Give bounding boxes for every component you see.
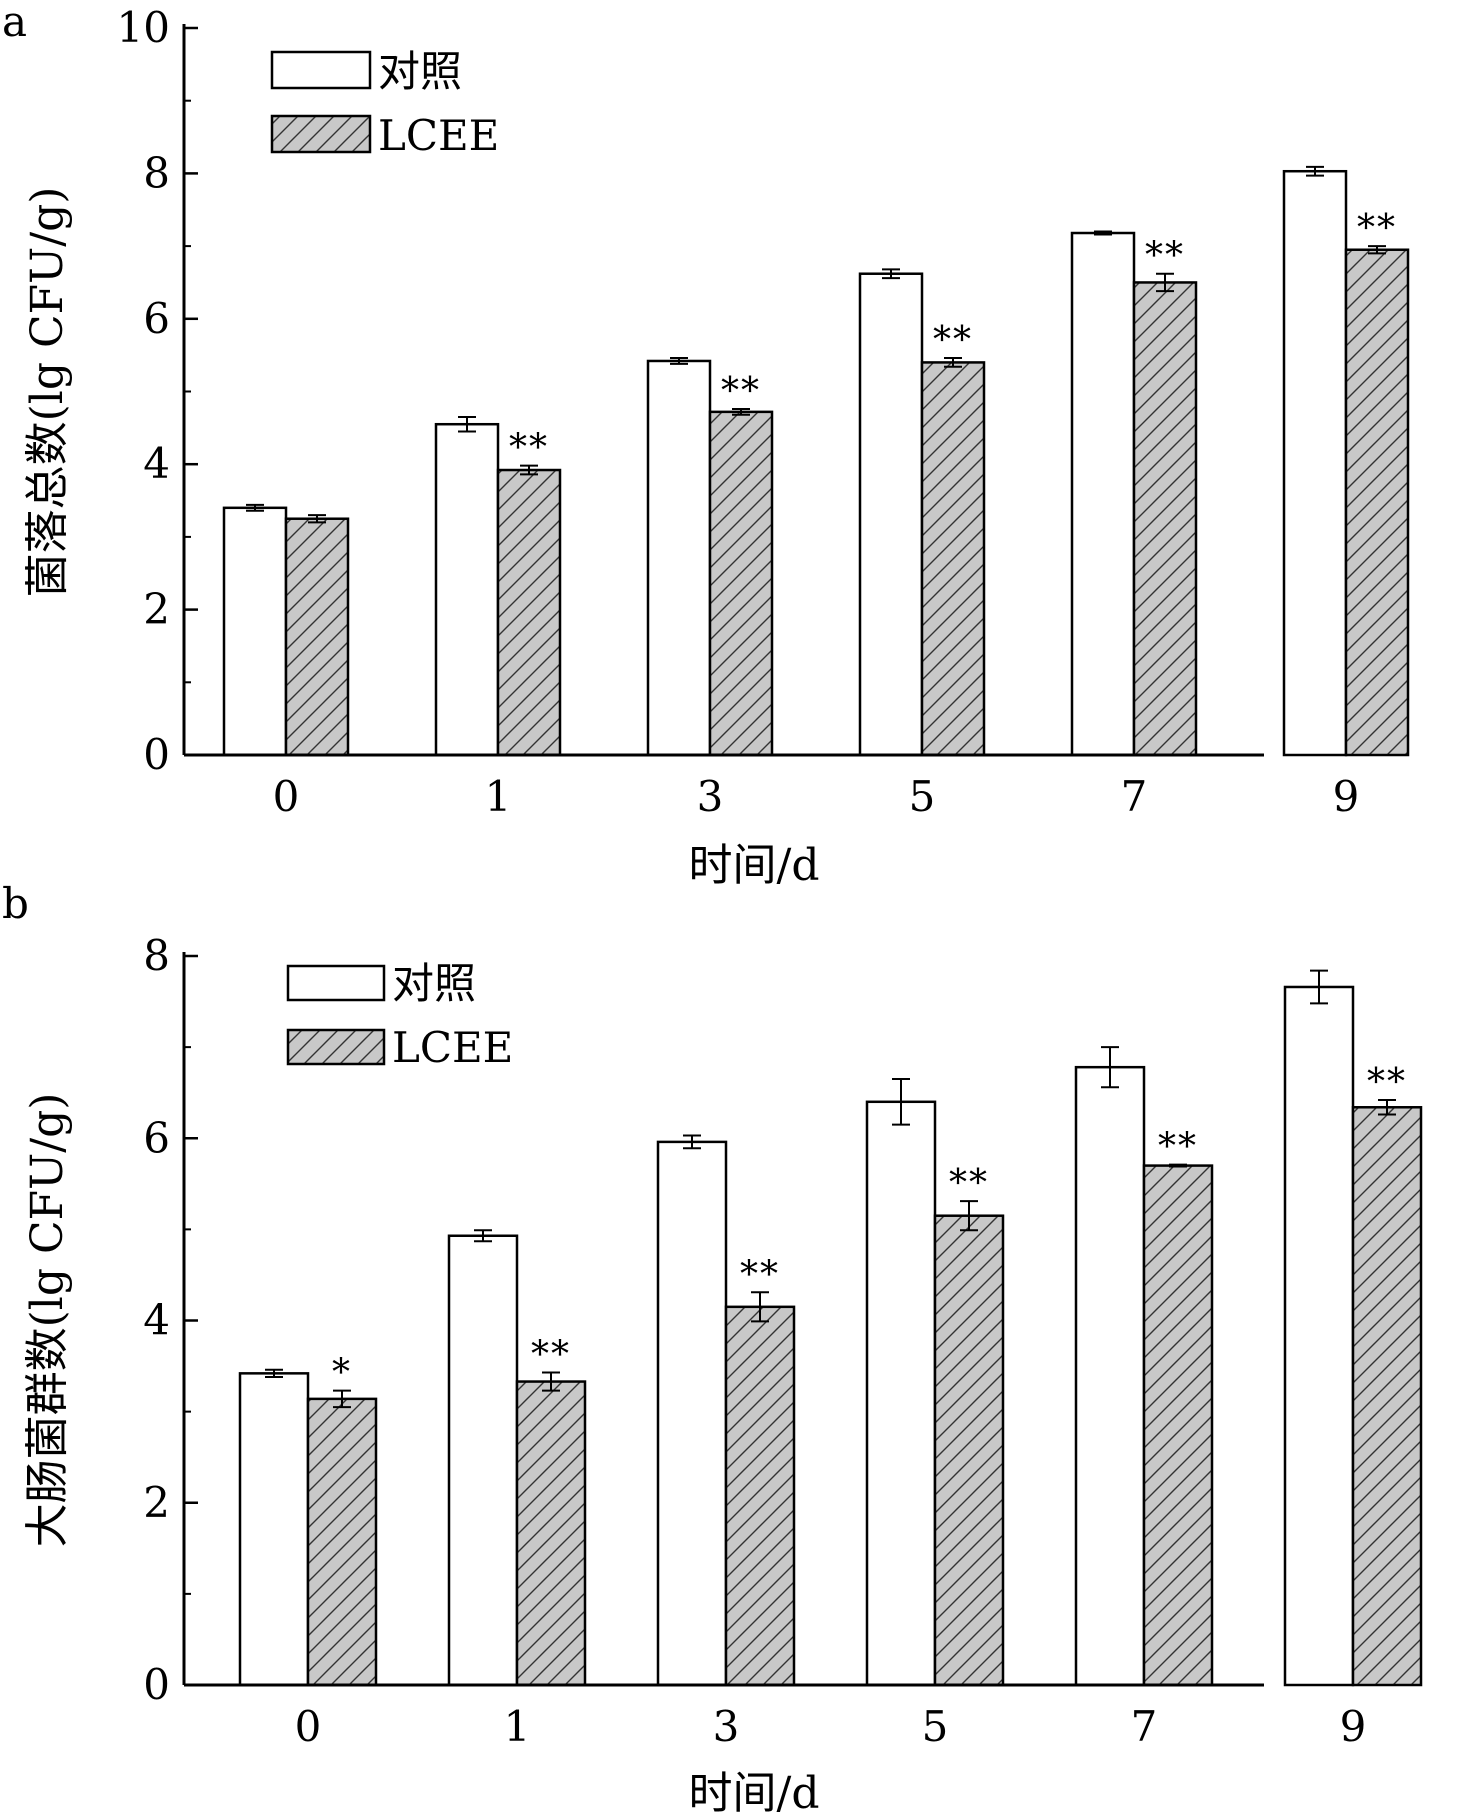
bar-control [1070,231,1136,757]
bar-control [434,422,500,757]
y-tick-label: 2 [143,585,170,634]
x-tick-label: 9 [1340,1702,1367,1751]
x-tick-label: 3 [697,772,724,821]
panel-b: b * 0 ** 1 ** 3 ** 5 ** 7 ** 9 0 2 4 6 8 时间/d 大肠菌群数(lg CFU/… [2,879,1423,1816]
x-tick-label: 3 [713,1702,740,1751]
legend-label: 对照 [378,47,462,96]
bar-lcee [306,1397,378,1687]
legend-swatch-lcee [270,114,372,154]
legend-label: LCEE [392,1023,513,1072]
significance-label: ** [1158,1127,1198,1168]
x-tick-label: 5 [922,1702,949,1751]
x-tick-label: 0 [295,1702,322,1751]
significance-label: ** [933,320,973,361]
bar-lcee [515,1380,587,1687]
y-tick-label: 4 [143,439,170,488]
significance-label: ** [1367,1062,1407,1103]
x-axis-title: 时间/d [689,840,820,891]
bar-control [646,359,712,757]
bar-lcee [1351,1106,1423,1687]
significance-label: ** [1357,208,1397,249]
legend-swatch-lcee [286,1028,386,1066]
legend-swatch-control [286,964,386,1002]
x-tick-label: 9 [1333,772,1360,821]
bar-control [858,272,924,757]
significance-label: ** [740,1254,780,1295]
y-axis-title: 大肠菌群数(lg CFU/g) [22,1093,73,1548]
bar-control [1074,1065,1146,1687]
bar-lcee [1132,281,1198,757]
bar-lcee [708,410,774,757]
bar-control [238,1372,310,1687]
bar-control [1282,169,1348,757]
y-tick-label: 0 [143,1660,170,1709]
significance-label: ** [1145,236,1185,277]
x-tick-label: 1 [504,1702,531,1751]
y-tick-label: 6 [143,1113,170,1162]
y-tick-label: 6 [143,294,170,343]
bar-control [222,506,288,757]
x-tick-label: 0 [273,772,300,821]
significance-label: ** [721,371,761,412]
bar-lcee [933,1214,1005,1687]
significance-label: ** [531,1334,571,1375]
y-tick-label: 8 [143,931,170,980]
bar-lcee [284,517,350,757]
legend-swatch-control [270,50,372,90]
significance-label: * [332,1353,352,1394]
bar-control [865,1100,937,1687]
x-axis-title: 时间/d [689,1768,820,1816]
panel-letter: a [2,0,27,46]
y-tick-label: 8 [143,148,170,197]
panel-a: a 0 ** 1 ** 3 ** 5 ** 7 ** 9 0 2 4 6 8 10 时间/d 菌落总数(lg CFU/… [2,0,1410,891]
bar-control [447,1234,519,1687]
bar-control [656,1140,728,1687]
y-tick-label: 2 [143,1478,170,1527]
x-tick-label: 7 [1131,1702,1158,1751]
significance-label: ** [509,428,549,469]
significance-label: ** [949,1163,989,1204]
y-tick-label: 4 [143,1296,170,1345]
panel-letter: b [2,879,29,928]
y-tick-label: 10 [117,3,170,52]
bar-lcee [1142,1164,1214,1687]
x-tick-label: 7 [1121,772,1148,821]
legend-label: LCEE [378,111,499,160]
y-tick-label: 0 [143,730,170,779]
bar-lcee [1344,248,1410,757]
y-axis-title: 菌落总数(lg CFU/g) [22,187,73,598]
bar-lcee [920,361,986,757]
legend-label: 对照 [392,959,476,1008]
bar-lcee [496,468,562,757]
x-tick-label: 1 [485,772,512,821]
bar-control [1283,985,1355,1687]
bar-lcee [724,1305,796,1687]
x-tick-label: 5 [909,772,936,821]
